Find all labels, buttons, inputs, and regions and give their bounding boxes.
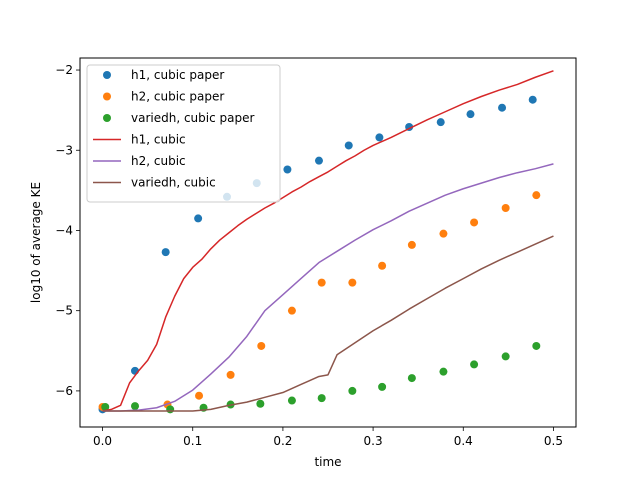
data-point [532,341,541,350]
legend-item-variedh-cubic-paper: variedh, cubic paper [103,111,254,125]
data-point [375,133,384,142]
data-point [528,95,537,104]
data-point [256,399,265,408]
legend: h1, cubic paper h2, cubic paper variedh, c… [86,64,281,203]
data-point [378,382,387,391]
data-point [101,402,110,411]
data-point [466,110,475,119]
data-point [287,396,296,405]
data-point [257,341,266,350]
y-axis-label: log10 of average KE [29,182,43,303]
x-tick-label: 0.3 [364,434,383,448]
data-point [283,165,292,174]
data-point [407,240,416,249]
data-point [439,229,448,238]
data-point [314,156,323,165]
data-point [161,248,170,257]
y-tick-label: −6 [55,384,73,398]
legend-swatch [103,114,111,122]
data-point [501,352,510,361]
legend-label: h2, cubic [131,154,186,168]
series-h1-cubic [102,70,554,412]
legend-swatch [103,92,111,101]
legend-label: h2, cubic paper [131,90,224,104]
axis-layer: 0.0 0.1 0.2 0.3 0.4 0.5 −6 −5 −4 −3 −2 [55,63,563,448]
data-point [131,402,140,411]
x-tick-label: 0.1 [183,434,202,448]
data-point [287,306,296,315]
series-variedh-cubic [102,235,554,412]
legend-item-h1-cubic: h1, cubic [93,133,186,147]
legend-label: h1, cubic [131,133,186,147]
data-point [344,141,353,150]
x-tick-label: 0.0 [93,434,112,448]
series-line-h2-cubic [102,163,554,412]
legend-label: h1, cubic paper [131,68,224,82]
data-point [195,391,204,400]
y-tick-label: −5 [55,304,73,318]
legend-item-h2-cubic-paper: h2, cubic paper [103,90,224,104]
series-line-h1-cubic [102,70,554,412]
legend-item-h2-cubic: h2, cubic [93,154,186,168]
legend-box [86,64,281,203]
data-point [436,118,445,127]
data-point [317,394,326,403]
legend-item-h1-cubic-paper: h1, cubic paper [103,68,224,82]
series-h2-cubic [102,163,554,412]
legend-item-variedh-cubic: variedh, cubic [93,176,216,190]
x-tick-label: 0.5 [544,434,563,448]
data-point [194,214,203,223]
data-point [348,278,357,287]
x-tick-label: 0.4 [454,434,473,448]
x-axis-label: time [314,455,341,469]
legend-label: variedh, cubic paper [131,111,254,125]
data-point [317,278,326,287]
data-point [470,360,479,369]
data-point [498,103,507,112]
data-point [470,218,479,227]
data-point [532,191,541,200]
data-point [348,386,357,395]
data-point [407,374,416,383]
plot-frame [79,57,577,428]
data-point [501,204,510,213]
series-line-variedh-cubic [102,235,554,412]
data-point [378,261,387,270]
data-point [226,370,235,379]
data-point [439,367,448,376]
y-tick-label: −3 [55,143,73,157]
legend-label: variedh, cubic [131,176,216,190]
y-tick-label: −2 [55,63,73,77]
legend-swatch [103,71,111,79]
data-point [166,405,175,414]
y-tick-label: −4 [55,223,73,237]
x-tick-label: 0.2 [273,434,292,448]
